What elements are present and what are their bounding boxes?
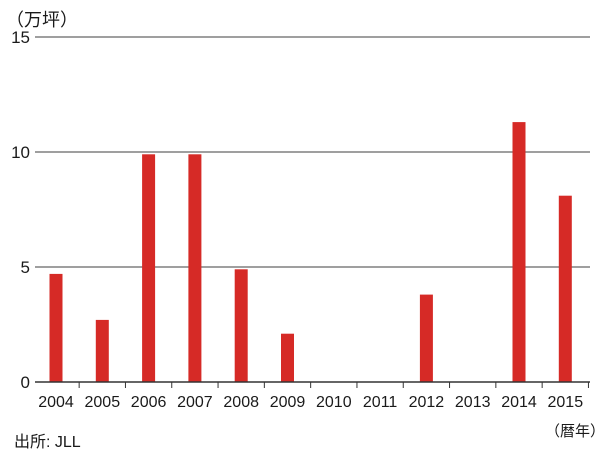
x-axis-unit-label: （暦年） — [545, 423, 600, 440]
source-note: 出所: JLL — [14, 434, 81, 451]
x-tick-label-2014: 2014 — [501, 394, 537, 411]
bar-2008 — [234, 269, 248, 382]
x-tick-label-2012: 2012 — [408, 394, 445, 411]
bar-2004 — [49, 273, 63, 382]
y-tick-label-5: 5 — [20, 258, 30, 277]
x-tick-label-2004: 2004 — [38, 394, 74, 411]
bar-2015 — [558, 195, 572, 382]
x-tick-label-2009: 2009 — [269, 394, 306, 411]
gridlines — [35, 36, 590, 268]
x-tick-label-2005: 2005 — [84, 394, 121, 411]
x-tick-label-2011: 2011 — [362, 394, 398, 411]
bar-2009 — [281, 333, 294, 382]
bar-2006 — [142, 154, 156, 382]
x-tick-label-2008: 2008 — [223, 394, 259, 411]
x-tick-marks — [78, 382, 589, 388]
bar-2007 — [188, 154, 202, 382]
x-tick-label-2010: 2010 — [316, 394, 352, 411]
y-tick-label-10: 10 — [11, 143, 30, 162]
bar-2014 — [512, 122, 526, 382]
x-tick-label-2007: 2007 — [177, 394, 213, 411]
y-axis-unit-label: （万坪） — [6, 10, 78, 30]
x-tick-label-2006: 2006 — [130, 394, 167, 411]
bars — [49, 122, 572, 382]
y-tick-label-15: 15 — [11, 28, 30, 47]
bar-2012 — [419, 294, 433, 382]
bar-2005 — [95, 319, 109, 382]
x-tick-label-2015: 2015 — [547, 394, 584, 411]
x-tick-label-2013: 2013 — [454, 394, 491, 411]
y-tick-label-0: 0 — [20, 373, 30, 392]
